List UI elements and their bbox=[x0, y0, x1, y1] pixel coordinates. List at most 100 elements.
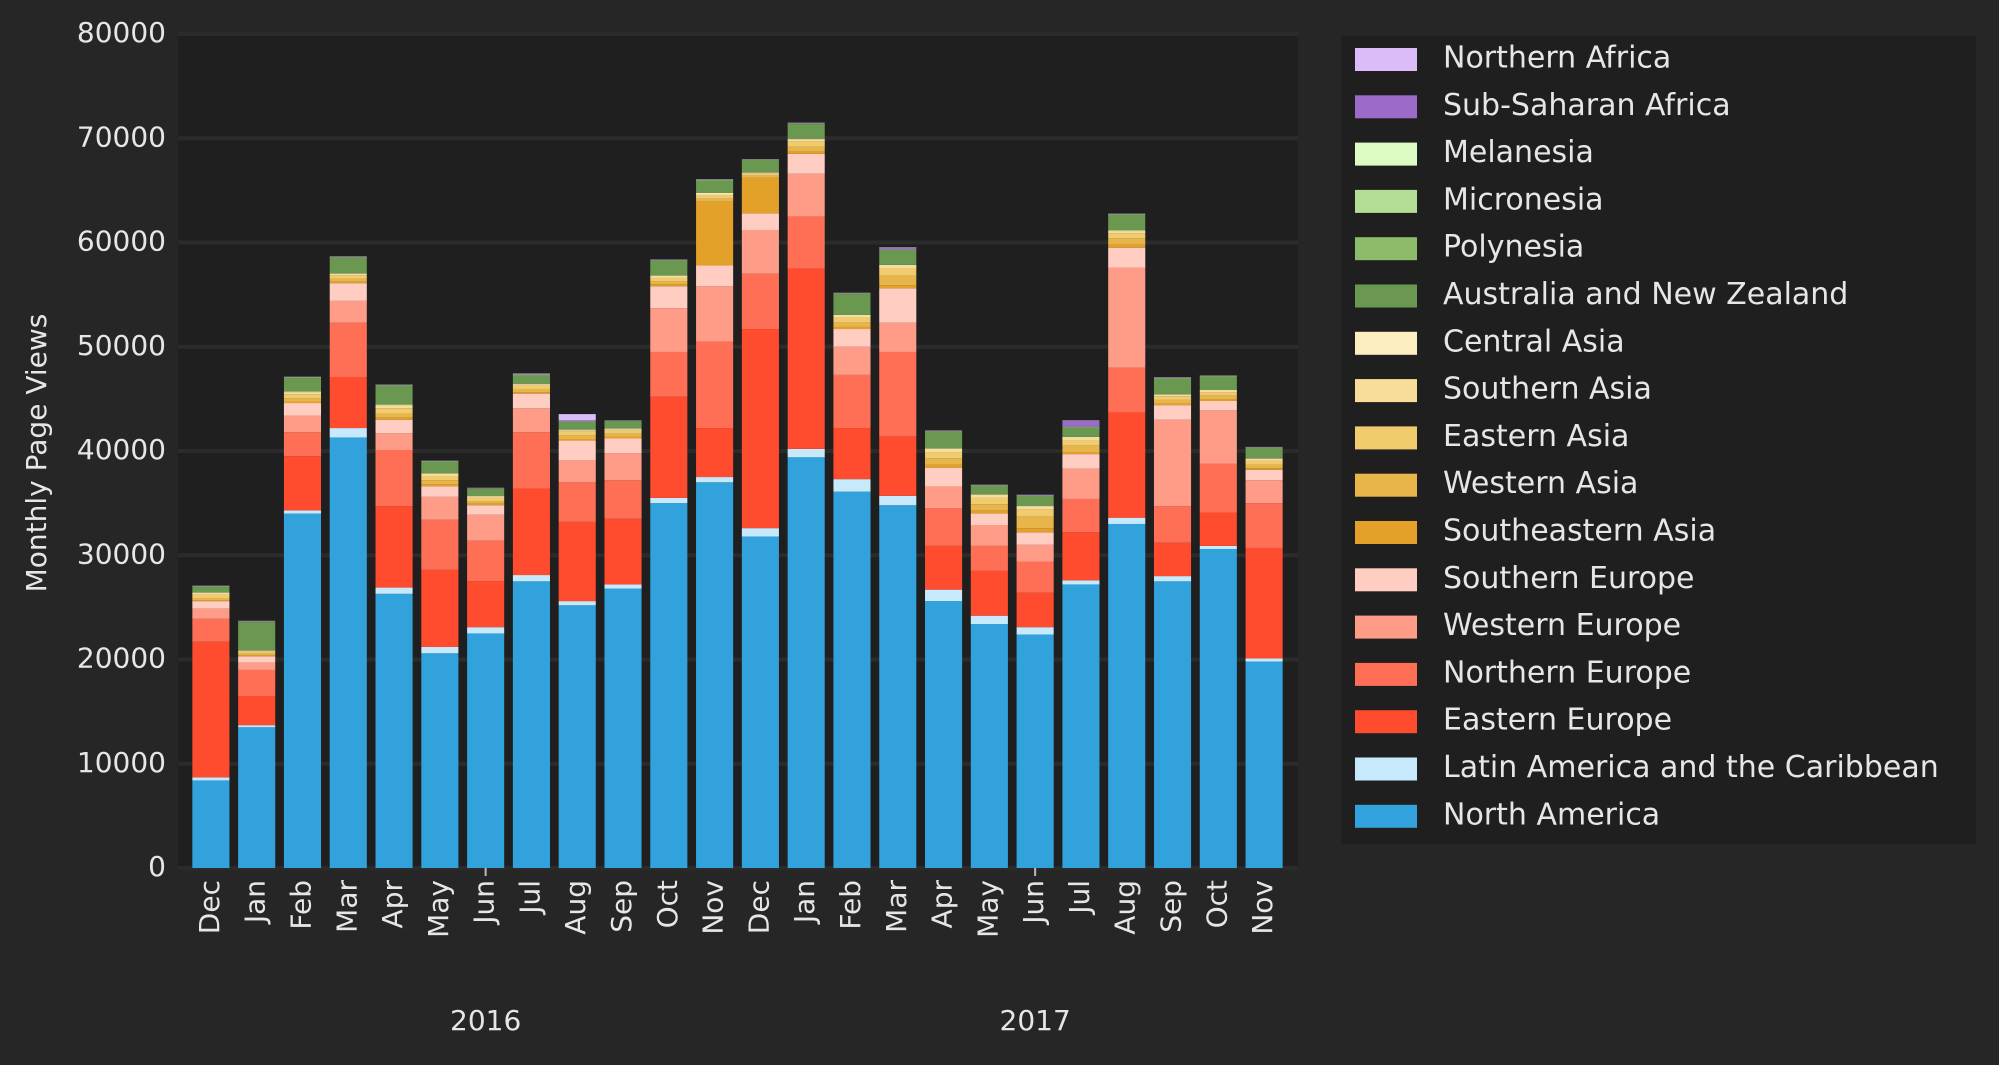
bar-segment bbox=[1199, 548, 1237, 868]
x-tick-label: Apr bbox=[376, 880, 409, 929]
bar-segment bbox=[192, 608, 230, 619]
bar-segment bbox=[467, 514, 505, 541]
bar-segment bbox=[1153, 394, 1192, 397]
legend-label: Sub-Saharan Africa bbox=[1443, 88, 1731, 123]
bar-segment bbox=[238, 621, 276, 623]
bar-segment bbox=[1016, 544, 1054, 562]
bar-segment bbox=[467, 488, 505, 497]
bar-segment bbox=[650, 497, 688, 504]
bar-segment bbox=[192, 592, 230, 595]
bar-segment bbox=[1153, 405, 1192, 420]
bar-segment bbox=[650, 284, 688, 287]
bar-segment bbox=[1108, 517, 1146, 524]
bar-segment bbox=[696, 198, 734, 202]
bar-segment bbox=[1016, 506, 1054, 510]
bar-segment bbox=[1199, 376, 1237, 391]
bar-segment bbox=[283, 378, 322, 392]
bar-segment bbox=[421, 653, 459, 868]
bar-segment bbox=[375, 408, 413, 414]
bar-segment bbox=[1016, 505, 1054, 507]
legend-swatch bbox=[1355, 379, 1417, 403]
bar-segment bbox=[421, 461, 459, 462]
bar-segment bbox=[1153, 542, 1192, 577]
bar-segment bbox=[1108, 412, 1146, 518]
legend-box bbox=[1341, 36, 1976, 844]
bar-segment bbox=[192, 618, 230, 642]
bar-segment bbox=[238, 650, 276, 652]
bar-segment bbox=[1062, 445, 1100, 453]
bar-segment bbox=[375, 417, 413, 420]
bar-segment bbox=[1199, 400, 1237, 411]
bar-segment bbox=[558, 521, 596, 602]
x-tick-label: May bbox=[422, 880, 455, 938]
legend-swatch bbox=[1355, 331, 1417, 355]
bar-segment bbox=[1199, 392, 1237, 396]
bar-segment bbox=[1153, 399, 1192, 404]
legend-label: North America bbox=[1443, 797, 1660, 832]
bar-segment bbox=[1108, 247, 1146, 268]
legend-swatch bbox=[1355, 237, 1417, 261]
bar-segment bbox=[238, 669, 276, 696]
legend-swatch bbox=[1355, 473, 1417, 497]
bar-segment bbox=[696, 195, 734, 199]
bar-segment bbox=[970, 485, 1008, 495]
bar-segment bbox=[925, 464, 963, 468]
bar-segment bbox=[1062, 436, 1100, 438]
bar-segment bbox=[283, 401, 322, 404]
bar-segment bbox=[192, 587, 230, 593]
bar-segment bbox=[283, 377, 322, 379]
bar-segment bbox=[375, 385, 413, 405]
bar-segment bbox=[1199, 390, 1237, 391]
bar-segment bbox=[283, 398, 322, 402]
legend-swatch bbox=[1355, 189, 1417, 213]
bar-segment bbox=[238, 695, 276, 726]
bar-segment bbox=[467, 540, 505, 582]
bar-segment bbox=[879, 505, 917, 868]
bar-segment bbox=[421, 496, 459, 520]
bar-segment bbox=[375, 506, 413, 588]
legend-swatch bbox=[1355, 615, 1417, 639]
legend-swatch bbox=[1355, 662, 1417, 686]
legend-label: Northern Europe bbox=[1443, 655, 1691, 690]
bar-segment bbox=[512, 575, 550, 582]
bar-segment bbox=[650, 275, 688, 278]
bar-segment bbox=[833, 294, 871, 315]
bar-segment bbox=[1016, 495, 1054, 497]
bar-segment bbox=[1199, 399, 1237, 401]
bar-segment bbox=[1199, 410, 1237, 464]
x-tick-label: Aug bbox=[559, 880, 592, 935]
bar-segment bbox=[1108, 238, 1146, 245]
bar-segment bbox=[1245, 464, 1283, 469]
bar-segment bbox=[1153, 581, 1192, 868]
bar-segment bbox=[741, 536, 779, 868]
bar-segment bbox=[558, 439, 596, 441]
bar-segment bbox=[1016, 516, 1054, 529]
bar-segment bbox=[787, 457, 825, 868]
bar-segment bbox=[833, 374, 871, 429]
bar-segment bbox=[421, 476, 459, 481]
bar-segment bbox=[512, 392, 550, 394]
bar-segment bbox=[787, 216, 825, 269]
x-tick-label: Feb bbox=[834, 880, 867, 930]
legend-label: Southeastern Asia bbox=[1443, 514, 1716, 549]
bar-segment bbox=[741, 173, 779, 176]
bar-segment bbox=[375, 404, 413, 406]
bar-segment bbox=[558, 414, 596, 421]
bar-segment bbox=[833, 317, 871, 323]
bar-segment bbox=[925, 448, 963, 449]
bar-segment bbox=[1108, 267, 1146, 368]
bar-segment bbox=[1245, 469, 1283, 481]
bar-segment bbox=[970, 497, 1008, 505]
bar-segment bbox=[696, 201, 734, 266]
bar-segment bbox=[375, 433, 413, 450]
x-tick-label: Jun bbox=[468, 880, 501, 926]
bar-segment bbox=[558, 605, 596, 868]
bar-segment bbox=[558, 422, 596, 430]
bar-segment bbox=[1062, 580, 1100, 585]
bar-segment bbox=[1153, 419, 1192, 507]
y-tick-label: 0 bbox=[148, 850, 166, 883]
bar-segment bbox=[879, 247, 917, 248]
bar-segment bbox=[283, 403, 322, 416]
legend-label: Southern Europe bbox=[1443, 561, 1695, 596]
